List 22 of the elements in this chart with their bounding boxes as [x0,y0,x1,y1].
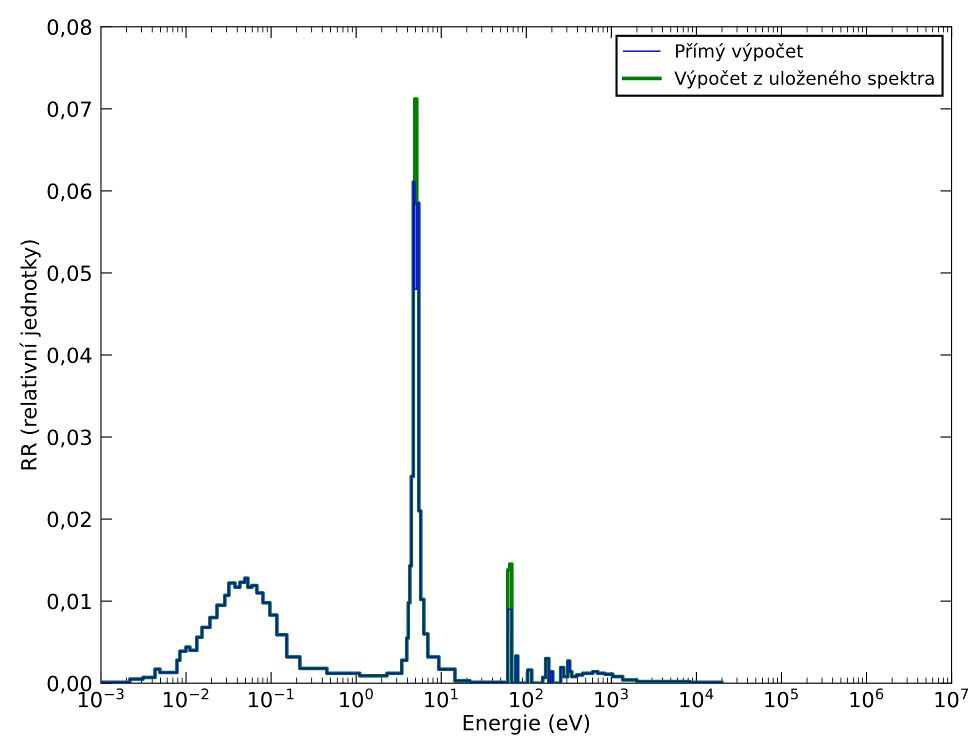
x-tick-label: 10$^{5}$ [765,688,798,708]
y-axis-title: RR (relativní jednotky) [20,240,41,470]
y-tick-label: 0,03 [48,429,91,448]
x-tick-label: 10$^{−2}$ [164,688,208,708]
x-tick-label: 10$^{1}$ [425,688,458,708]
x-tick-label: 10$^{0}$ [340,688,373,708]
x-tick-label: 10$^{2}$ [510,688,542,708]
y-tick-label: 0,07 [48,101,91,120]
x-tick-label: 10$^{3}$ [595,688,628,708]
y-tick-label: 0,04 [48,347,92,366]
legend-label: Přímý výpočet [676,43,803,62]
x-tick-label: 10$^{6}$ [850,688,884,708]
y-tick-label: 0,02 [48,512,91,530]
y-tick-label: 0,05 [48,265,91,284]
legend-label: Výpočet z uloženého spektra [674,70,934,88]
x-tick-label: 10$^{4}$ [680,688,714,708]
y-tick-label: 0,08 [48,19,92,38]
x-axis-title: Energie (eV) [464,714,590,735]
y-tick-label: 0,06 [48,183,92,202]
x-tick-label: 10$^{−1}$ [248,688,294,708]
y-tick-label: 0,01 [48,594,91,612]
x-tick-label: 10$^{7}$ [936,688,968,708]
